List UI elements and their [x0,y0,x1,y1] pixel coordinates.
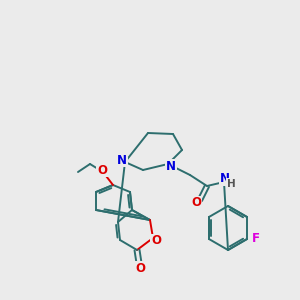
Text: F: F [252,232,260,245]
Text: O: O [97,164,107,176]
Text: O: O [135,262,145,275]
Text: O: O [191,196,201,209]
Text: H: H [226,179,236,189]
Text: O: O [151,235,161,248]
Text: N: N [117,154,127,166]
Text: N: N [166,160,176,172]
Text: N: N [220,172,230,185]
